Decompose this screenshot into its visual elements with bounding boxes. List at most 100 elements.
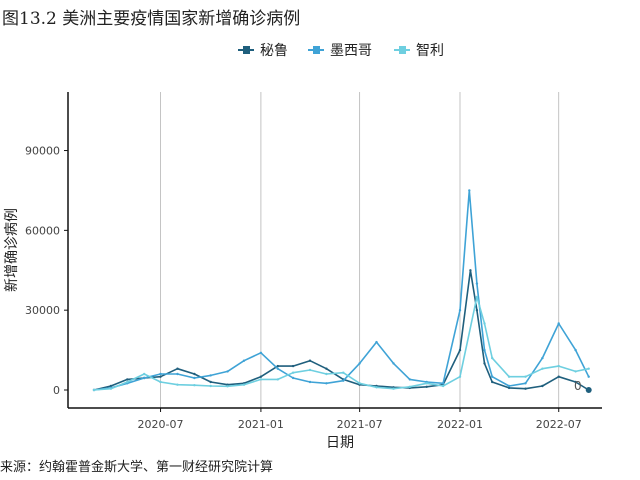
data-point <box>425 385 428 388</box>
data-point <box>557 364 560 368</box>
data-point <box>392 387 395 390</box>
y-tick-label: 90000 <box>25 145 60 158</box>
grid <box>160 92 560 408</box>
data-point <box>375 340 378 344</box>
data-point <box>159 375 162 378</box>
data-point <box>109 384 113 388</box>
data-point <box>425 382 428 385</box>
data-point <box>176 383 179 386</box>
data-point <box>209 380 212 384</box>
data-point <box>541 356 544 360</box>
data-point <box>358 382 361 385</box>
data-point <box>468 189 471 192</box>
legend-swatch-marker <box>399 46 406 54</box>
data-point <box>587 375 590 378</box>
end-point-marker <box>585 387 592 393</box>
legend-swatch-marker <box>313 46 320 54</box>
x-tick-label: 2022-07 <box>536 418 582 431</box>
data-point <box>159 380 162 384</box>
data-point <box>483 348 486 352</box>
data-point <box>358 362 361 365</box>
data-point <box>574 348 577 352</box>
series-line-智利 <box>93 296 589 391</box>
series-line-墨西哥 <box>93 189 590 391</box>
data-point <box>291 364 295 368</box>
data-point <box>524 382 527 385</box>
data-point <box>176 367 179 370</box>
data-point <box>308 359 312 362</box>
data-point <box>491 380 494 384</box>
x-tick-label: 2020-07 <box>138 418 184 431</box>
data-point <box>242 359 246 362</box>
data-point <box>308 380 312 384</box>
data-point <box>291 371 295 374</box>
data-point <box>475 282 479 285</box>
data-point <box>507 384 511 388</box>
data-point <box>458 309 462 312</box>
x-tick-label: 2021-01 <box>238 418 284 431</box>
x-tick-label: 2022-01 <box>437 418 483 431</box>
data-point <box>325 382 328 385</box>
data-point <box>375 386 378 389</box>
axes <box>67 92 602 409</box>
x-tick-label: 2021-07 <box>337 418 383 431</box>
data-point <box>159 372 162 376</box>
data-point <box>475 295 479 299</box>
data-point <box>491 356 494 360</box>
data-point <box>483 322 486 325</box>
data-point <box>574 370 577 373</box>
y-tick-label: 60000 <box>25 224 60 237</box>
data-point <box>587 367 590 370</box>
data-point <box>259 375 263 378</box>
data-point <box>109 387 113 390</box>
data-point <box>143 372 146 376</box>
data-point <box>226 385 229 388</box>
data-point <box>441 384 445 388</box>
data-point <box>291 376 295 380</box>
data-point <box>276 364 279 368</box>
data-point <box>325 372 328 376</box>
data-point <box>209 384 212 388</box>
data-point <box>408 385 411 388</box>
legend-label: 智利 <box>416 43 444 59</box>
data-point <box>176 372 179 376</box>
data-point <box>226 370 229 373</box>
data-point <box>441 382 445 385</box>
data-point <box>524 387 527 390</box>
y-tick-label: 30000 <box>25 304 60 317</box>
data-point <box>557 375 560 378</box>
data-point <box>541 367 544 370</box>
data-point <box>483 362 486 365</box>
data-point <box>193 384 196 387</box>
data-point <box>342 371 345 374</box>
data-point <box>242 383 246 386</box>
end-label: 0 <box>574 379 582 393</box>
data-point <box>475 309 479 312</box>
data-point <box>276 367 279 370</box>
y-tick-label: 0 <box>53 384 60 397</box>
data-point <box>491 375 494 378</box>
data-point <box>342 379 345 382</box>
data-point <box>209 374 212 377</box>
data-point <box>507 375 511 378</box>
data-point <box>308 368 312 372</box>
legend: 秘鲁 墨西哥 智利 <box>238 43 444 59</box>
data-point <box>143 376 146 380</box>
data-point <box>259 378 263 381</box>
data-point <box>259 351 263 354</box>
data-point <box>92 388 96 392</box>
data-point <box>126 380 129 384</box>
data-point <box>325 367 328 370</box>
series-lines <box>92 189 592 393</box>
data-point <box>541 384 544 388</box>
x-axis-label: 日期 <box>326 435 354 451</box>
data-point <box>276 378 279 381</box>
figure-title: 图13.2 美洲主要疫情国家新增确诊病例 <box>2 9 301 29</box>
y-axis-label: 新增确诊病例 <box>4 208 20 292</box>
data-point <box>408 378 411 381</box>
data-point <box>126 378 129 381</box>
source-note: 来源：约翰霍普金斯大学、第一财经研究院计算 <box>0 460 274 475</box>
legend-label: 墨西哥 <box>330 43 372 59</box>
legend-label: 秘鲁 <box>260 43 288 59</box>
